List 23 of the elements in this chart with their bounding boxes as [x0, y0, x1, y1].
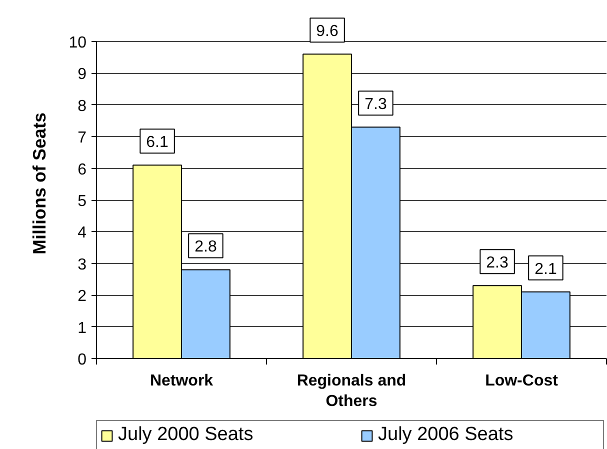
data-label: 2.3: [486, 254, 508, 272]
y-tick-label: 7: [78, 130, 87, 147]
y-tick-label: 1: [78, 320, 87, 337]
data-label: 9.6: [316, 23, 338, 40]
y-tick-label: 8: [78, 98, 87, 115]
legend-label: July 2000 Seats: [118, 424, 254, 446]
data-label: 6.1: [146, 134, 168, 152]
y-tick-label: 6: [78, 161, 87, 178]
data-label: 7.3: [364, 96, 387, 114]
y-tick-label: 3: [78, 256, 87, 274]
legend-label: July 2006 Seats: [378, 424, 514, 446]
y-tick-label: 9: [78, 66, 87, 84]
x-tick-label: Regionals and Others: [296, 372, 406, 410]
y-tick-label: 2: [78, 288, 87, 306]
y-tick-label: 4: [78, 224, 87, 242]
x-tick-label: Low-Cost: [485, 372, 559, 390]
x-tick-label: Network: [150, 372, 214, 390]
y-tick-label: 10: [68, 34, 87, 52]
y-tick-label: 0: [78, 352, 87, 368]
data-label: 2.8: [194, 238, 217, 256]
y-tick-label: 5: [78, 193, 87, 210]
y-axis-title: Millions of Seats: [30, 112, 50, 255]
data-label: 2.1: [534, 260, 557, 278]
